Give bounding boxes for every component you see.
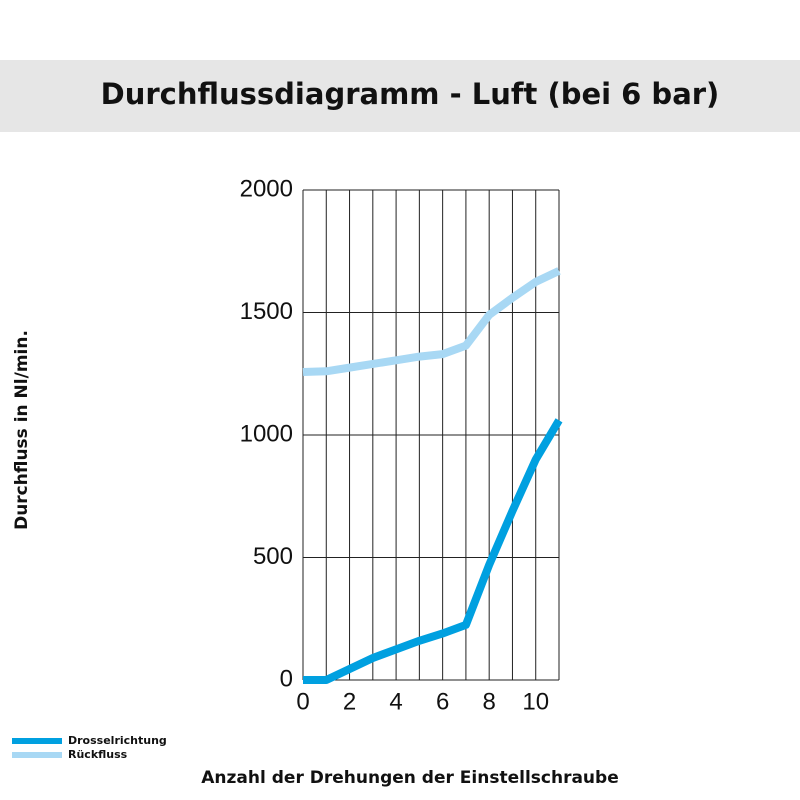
title-band (0, 60, 800, 132)
y-axis-label: Durchfluss in Nl/min. (12, 330, 32, 530)
x-tick-label: 4 (389, 688, 402, 715)
y-tick-label: 0 (280, 665, 293, 692)
x-tick-label: 2 (343, 688, 356, 715)
data-line (302, 267, 561, 377)
y-tick-label: 1000 (240, 420, 293, 447)
chart-title: Durchflussdiagramm - Luft (bei 6 bar) (101, 77, 720, 111)
data-line (303, 418, 563, 684)
y-tick-label: 1500 (240, 298, 293, 325)
x-tick-label: 6 (436, 688, 449, 715)
x-tick-label: 0 (296, 688, 309, 715)
legend-label: Drosselrichtung (68, 734, 167, 747)
y-tick-label: 500 (253, 543, 293, 570)
x-tick-label: 8 (483, 688, 496, 715)
x-tick-label: 10 (522, 688, 549, 715)
legend-label: Rückfluss (68, 748, 128, 761)
y-tick-label: 2000 (240, 175, 293, 202)
x-axis-label: Anzahl der Drehungen der Einstellschraub… (201, 768, 618, 788)
plot-area: 0 500 1000 1500 2000 0 2 4 6 8 10 (240, 175, 563, 715)
